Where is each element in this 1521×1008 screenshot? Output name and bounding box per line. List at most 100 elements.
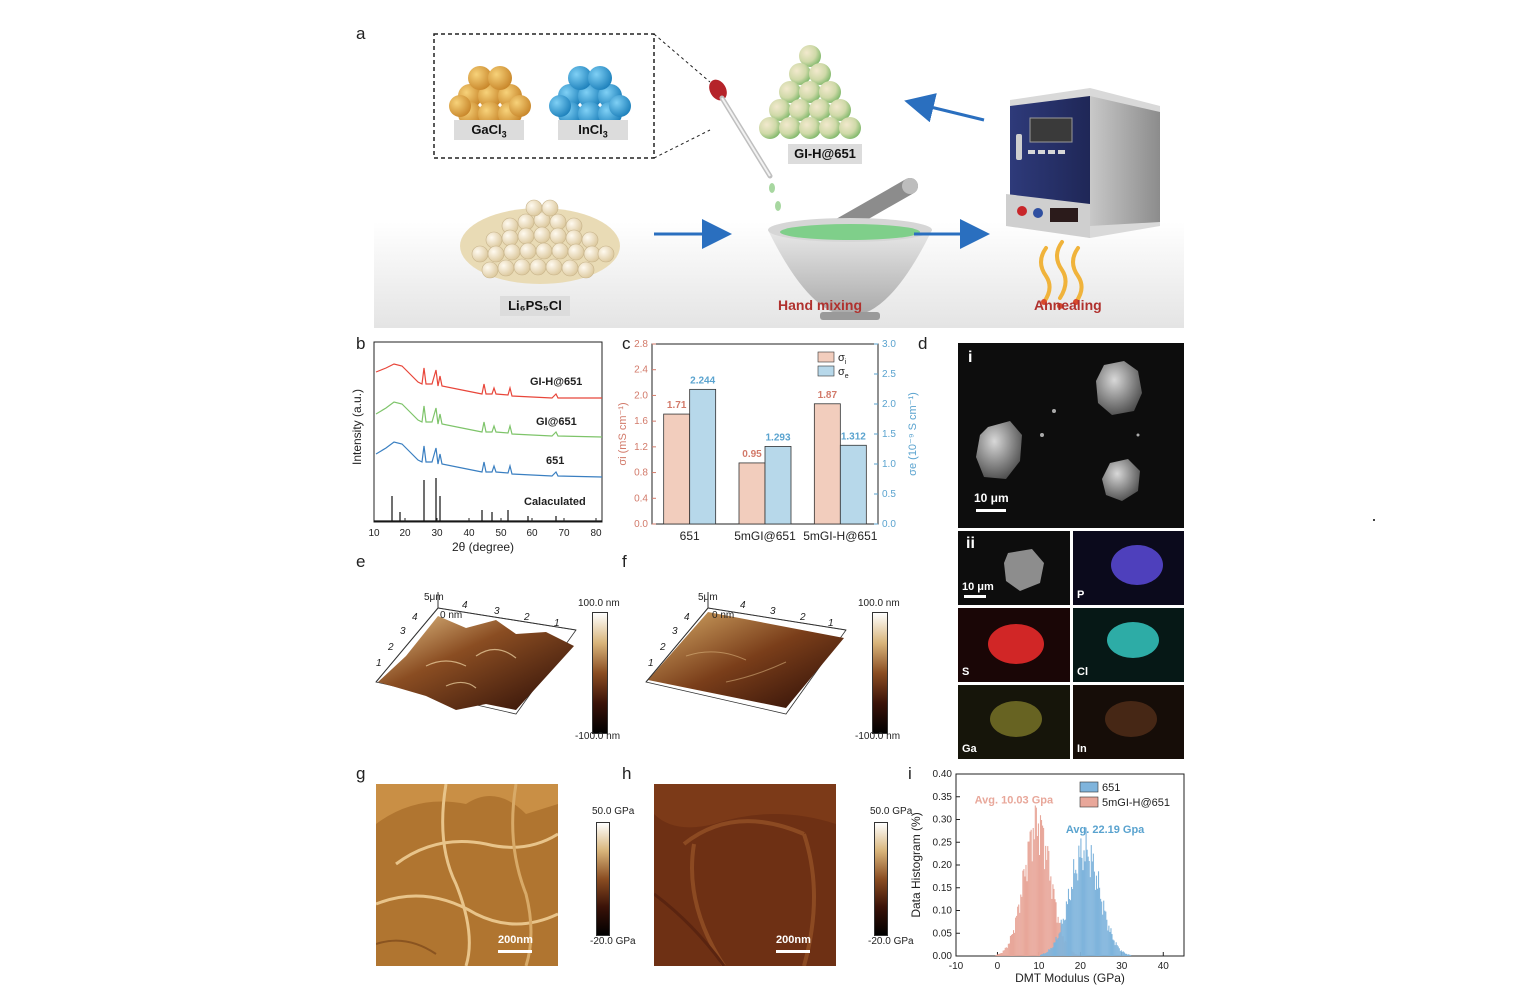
hist-ytick-label: 0.25: [933, 837, 953, 848]
hist-bar: [1083, 850, 1085, 956]
bar-category-label: 651: [680, 529, 700, 543]
hist-xlabel: DMT Modulus (GPa): [1015, 971, 1125, 985]
hist-bar: [1073, 859, 1075, 956]
hist-bar: [1021, 896, 1023, 956]
hist-bar: [1061, 923, 1063, 956]
afm-e-cbar-top: 100.0 nm: [578, 598, 620, 609]
hist-bar: [1026, 881, 1028, 956]
hist-bar: [1063, 920, 1065, 956]
legend-label: σe: [838, 366, 849, 380]
edx-label-ga: Ga: [962, 743, 977, 755]
hist-bar: [1085, 827, 1087, 956]
hist-bar: [1001, 952, 1003, 956]
hist-avg-label-651: Avg. 22.19 Gpa: [1066, 824, 1145, 836]
hist-bar: [1084, 861, 1086, 956]
hist-bar: [1043, 953, 1045, 956]
legend-swatch: [817, 351, 835, 363]
edx-map-s: S: [958, 608, 1070, 682]
gih651-product-icon: [759, 45, 861, 139]
hist-bar: [1093, 871, 1095, 956]
hist-bar: [1123, 952, 1125, 956]
hist-bar: [1030, 829, 1032, 956]
panel-label-i: i: [908, 764, 912, 783]
bar-label-sigma-e: 1.293: [765, 432, 790, 443]
hist-bar: [1117, 946, 1119, 956]
sem-ii-label: ii: [966, 535, 975, 552]
hist-bar: [1114, 945, 1116, 956]
hist-bar: [1102, 914, 1104, 956]
svg-text:80: 80: [590, 528, 602, 539]
hist-bar: [1042, 825, 1044, 956]
xrd-trace-gih651: [375, 363, 602, 399]
hist-ytick-label: 0.05: [933, 928, 953, 939]
left-tick-label: 0.0: [634, 519, 648, 530]
hist-bar: [1124, 953, 1127, 956]
hist-bar: [1020, 894, 1022, 956]
hist-xtick-label: 10: [1033, 961, 1045, 972]
hist-bar: [1042, 954, 1044, 956]
hist-bar: [1025, 864, 1027, 956]
hist-bar: [1057, 937, 1059, 956]
afm-3d-f: [645, 592, 847, 715]
afm-e-side-4: 4: [412, 612, 418, 623]
hist-bar: [1108, 925, 1110, 956]
li6ps5cl-pile-icon: [460, 199, 620, 284]
hist-bar: [1054, 899, 1056, 956]
right-tick-label: 2.0: [882, 399, 896, 410]
xrd-label-gi651: GI@651: [536, 416, 577, 428]
dropper-icon: [709, 79, 781, 211]
hist-bar: [1068, 899, 1071, 956]
afm-e-tick-3: 3: [494, 606, 500, 617]
bar-label-sigma-i: 0.95: [742, 449, 762, 460]
afm-e-axis-top: 5μm: [424, 592, 444, 603]
svg-text:20: 20: [399, 528, 411, 539]
hist-bar: [1055, 936, 1057, 956]
edx-label-in: In: [1077, 743, 1087, 755]
modulus-g-cbar-bottom: -20.0 GPa: [590, 936, 636, 947]
hist-bar: [1072, 889, 1074, 956]
svg-text:40: 40: [463, 528, 475, 539]
hist-bar: [1057, 916, 1059, 956]
hist-bar: [1033, 839, 1035, 956]
hist-bar: [1010, 934, 1013, 956]
afm-e-tick-1: 1: [554, 618, 560, 629]
hist-bar: [1096, 888, 1099, 956]
hist-bar: [997, 954, 999, 956]
bar-label-sigma-i: 1.87: [818, 390, 838, 401]
hist-legend-swatch: [1079, 796, 1099, 808]
schematic-panel-a: [374, 33, 1184, 328]
incl3-pile-icon: [549, 66, 631, 126]
hist-bar: [1008, 943, 1010, 956]
hist-bar: [995, 955, 997, 956]
hist-bar: [1070, 900, 1072, 956]
afm-f-side-4: 4: [684, 612, 690, 623]
bar-ylabel-left: σi (mS cm⁻¹): [617, 402, 629, 465]
hist-bar: [1011, 934, 1014, 956]
hist-bar: [1028, 841, 1030, 956]
hist-bar: [1050, 876, 1052, 956]
hist-bar: [1118, 948, 1120, 956]
hist-bar: [1027, 841, 1029, 956]
hist-bar: [1044, 869, 1046, 956]
hist-bar: [1056, 922, 1058, 956]
hist-xtick-label: 0: [995, 961, 1001, 972]
hist-bar: [1062, 918, 1064, 956]
afm-f-tick-4: 4: [740, 600, 746, 611]
xrd-ylabel: Intensity (a.u.): [350, 388, 364, 466]
hist-bar: [1024, 876, 1026, 956]
hand-mixing-label: Hand mixing: [778, 297, 863, 313]
hist-bar: [996, 954, 998, 956]
hist-bar: [1080, 838, 1082, 956]
hist-bar: [1094, 889, 1096, 956]
hist-bar: [1014, 932, 1016, 956]
left-tick-label: 2.8: [634, 339, 648, 350]
hist-bar: [1058, 933, 1060, 956]
hist-bar: [1047, 846, 1049, 956]
afm-f-colorbar: [872, 612, 888, 734]
afm-f-tick-2: 2: [800, 612, 806, 623]
svg-text:10: 10: [368, 528, 380, 539]
hist-bar: [1000, 952, 1002, 956]
afm-e-cbar-bottom: -100.0 nm: [575, 731, 621, 742]
hist-bar: [1066, 904, 1068, 956]
hist-bar: [1111, 934, 1113, 956]
